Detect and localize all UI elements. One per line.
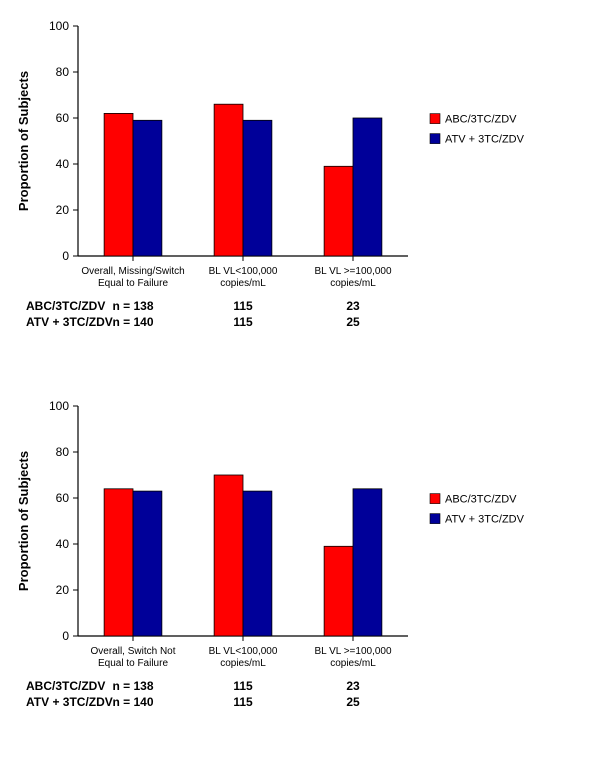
n-table-value: 115 xyxy=(233,299,253,313)
bar-series-a xyxy=(324,546,353,636)
category-label: Equal to Failure xyxy=(98,278,168,289)
y-axis-title: Proportion of Subjects xyxy=(16,71,31,211)
category-label: copies/mL xyxy=(330,278,376,289)
n-table-value: 115 xyxy=(233,695,253,709)
y-axis-title: Proportion of Subjects xyxy=(16,451,31,591)
legend-label: ATV + 3TC/ZDV xyxy=(445,514,525,526)
bar-series-b xyxy=(353,489,382,636)
y-tick-label: 100 xyxy=(49,399,69,413)
bar-series-b xyxy=(133,120,162,256)
category-label: copies/mL xyxy=(330,658,376,669)
legend-label: ATV + 3TC/ZDV xyxy=(445,134,525,146)
y-tick-label: 80 xyxy=(56,65,70,79)
category-label: Overall, Switch Not xyxy=(90,646,175,657)
chart-svg-2: 0 20 40 60 80 100 Proportion of Subjects Overal… xyxy=(0,390,600,770)
bar-series-b xyxy=(133,491,162,636)
y-tick-label: 100 xyxy=(49,19,69,33)
legend-label: ABC/3TC/ZDV xyxy=(445,494,517,506)
chart-panel-2: 0 20 40 60 80 100 Proportion of Subjects Overal… xyxy=(0,390,600,770)
n-table-value: 23 xyxy=(346,299,360,313)
legend-marker-icon xyxy=(430,134,440,144)
n-table-value: n = 138 xyxy=(112,679,153,693)
n-table-value: 115 xyxy=(233,315,253,329)
category-label: BL VL >=100,000 xyxy=(314,266,392,277)
y-tick-label: 60 xyxy=(56,111,70,125)
legend-label: ABC/3TC/ZDV xyxy=(445,114,517,126)
page: { "global": { "background_color": "#ffff… xyxy=(0,0,600,780)
category-label: Equal to Failure xyxy=(98,658,168,669)
y-tick-label: 0 xyxy=(62,249,69,263)
category-label: BL VL<100,000 xyxy=(209,646,278,657)
bar-series-b xyxy=(243,120,272,256)
chart-svg-1: 0 20 40 60 80 100 Proportion of Subjects Overal… xyxy=(0,10,600,390)
n-table-value: n = 140 xyxy=(112,315,153,329)
n-table-value: 23 xyxy=(346,679,360,693)
n-table-value: 25 xyxy=(346,315,360,329)
n-table-value: n = 138 xyxy=(112,299,153,313)
bar-series-a xyxy=(214,475,243,636)
n-table-value: 115 xyxy=(233,679,253,693)
bar-series-b xyxy=(243,491,272,636)
bar-series-a xyxy=(214,104,243,256)
legend-marker-icon xyxy=(430,114,440,124)
y-tick-label: 20 xyxy=(56,203,70,217)
legend-marker-icon xyxy=(430,514,440,524)
bar-series-a xyxy=(104,489,133,636)
bar-series-b xyxy=(353,118,382,256)
bar-series-a xyxy=(324,166,353,256)
n-table-row-label: ATV + 3TC/ZDV xyxy=(26,315,113,329)
panel-bg xyxy=(0,10,600,390)
y-tick-label: 40 xyxy=(56,157,70,171)
bar-series-a xyxy=(104,113,133,256)
category-label: BL VL >=100,000 xyxy=(314,646,392,657)
category-label: Overall, Missing/Switch xyxy=(81,266,184,277)
category-label: copies/mL xyxy=(220,658,266,669)
n-table-value: n = 140 xyxy=(112,695,153,709)
y-tick-label: 80 xyxy=(56,445,70,459)
chart-panel-1: 0 20 40 60 80 100 Proportion of Subjects Overal… xyxy=(0,10,600,390)
y-tick-label: 20 xyxy=(56,583,70,597)
panel-bg xyxy=(0,390,600,770)
legend-marker-icon xyxy=(430,494,440,504)
y-tick-label: 60 xyxy=(56,491,70,505)
y-tick-label: 0 xyxy=(62,629,69,643)
n-table-row-label: ABC/3TC/ZDV xyxy=(26,679,105,693)
n-table-value: 25 xyxy=(346,695,360,709)
y-tick-label: 40 xyxy=(56,537,70,551)
category-label: copies/mL xyxy=(220,278,266,289)
n-table-row-label: ABC/3TC/ZDV xyxy=(26,299,105,313)
n-table-row-label: ATV + 3TC/ZDV xyxy=(26,695,113,709)
category-label: BL VL<100,000 xyxy=(209,266,278,277)
